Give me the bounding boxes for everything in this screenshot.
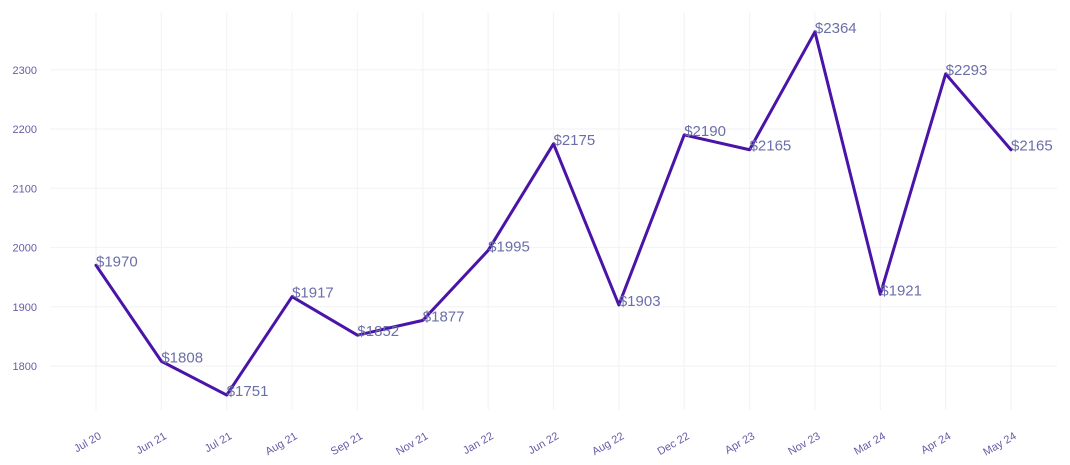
y-tick-label: 2000: [13, 243, 37, 255]
x-tick-label: Sep 21: [329, 430, 365, 458]
x-tick-label: Nov 23: [786, 430, 822, 458]
x-tick-label: Mar 24: [852, 430, 888, 458]
data-label: $1921: [880, 282, 922, 299]
x-tick-label: Apr 24: [919, 430, 953, 457]
data-label: $1903: [619, 293, 661, 310]
data-labels: $1970 $1808 $1751 $1917 $1852 $1877 $1995 $2175…: [96, 20, 1053, 400]
x-tick-label: Aug 22: [590, 430, 626, 458]
x-tick-label: Apr 23: [723, 430, 757, 457]
y-tick-label: 1800: [13, 361, 37, 373]
vertical-gridlines: [95, 12, 1012, 410]
data-label: $1877: [423, 308, 465, 325]
series-line: [94, 30, 1013, 397]
y-tick-label: 1900: [13, 302, 37, 314]
data-label: $2293: [946, 62, 988, 79]
data-label: $1970: [96, 253, 138, 270]
x-tick-label: Jul 20: [72, 430, 103, 455]
data-label: $2175: [554, 132, 596, 149]
data-label: $2165: [1011, 138, 1053, 155]
x-tick-label: Jun 22: [526, 430, 561, 457]
data-label: $1995: [488, 238, 530, 255]
data-label: $1751: [227, 383, 269, 400]
x-tick-label: Aug 21: [263, 430, 299, 458]
y-tick-label: 2200: [13, 124, 37, 136]
x-tick-label: May 24: [981, 430, 1018, 458]
data-label: $2364: [815, 20, 857, 37]
horizontal-gridlines: [50, 69, 1057, 367]
data-label: $2165: [750, 138, 792, 155]
x-axis-ticks: Jul 20 Jun 21 Jul 21 Aug 21 Sep 21 Nov 21 Jan …: [72, 430, 1018, 458]
data-label: $1852: [357, 323, 399, 340]
x-tick-label: Jun 21: [134, 430, 169, 457]
y-tick-label: 2300: [13, 65, 37, 77]
x-tick-label: Dec 22: [656, 430, 692, 458]
y-axis-ticks: 1800 1900 2000 2100 2200 2300: [13, 65, 37, 373]
data-label: $1917: [292, 285, 334, 302]
y-tick-label: 2100: [13, 183, 37, 195]
x-tick-label: Nov 21: [394, 430, 430, 458]
x-tick-label: Jan 22: [461, 430, 496, 457]
data-label: $2190: [684, 123, 726, 140]
data-label: $1808: [161, 349, 203, 366]
x-tick-label: Jul 21: [203, 430, 234, 455]
